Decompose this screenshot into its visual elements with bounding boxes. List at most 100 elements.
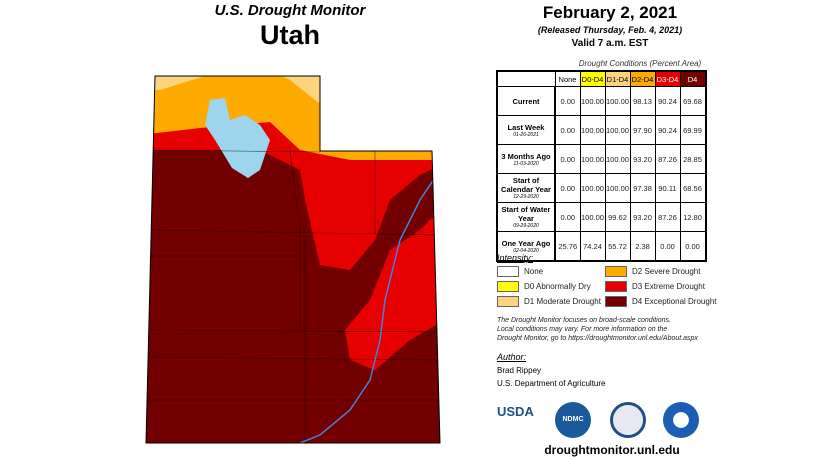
county-lines — [146, 149, 440, 440]
table-caption: Drought Conditions (Percent Area) — [578, 59, 702, 68]
table-cell: 69.68 — [679, 86, 706, 116]
table-cell: 87.26 — [654, 144, 681, 174]
table-cell: 0.00 — [679, 231, 706, 262]
table-cell: 100.00 — [579, 86, 606, 116]
row-date: 11-03-2020 — [513, 160, 539, 167]
ndmc-logo: NDMC — [555, 402, 591, 438]
legend-swatch — [605, 296, 627, 307]
table-cell: 100.00 — [604, 86, 631, 116]
column-header: D4 — [679, 70, 706, 87]
row-label: Start of Calendar Year — [501, 176, 551, 194]
legend-swatch — [497, 281, 519, 292]
table-cell: 97.38 — [629, 173, 656, 203]
table-cell: 87.26 — [654, 202, 681, 232]
website-url[interactable]: droughtmonitor.unl.edu — [544, 443, 680, 457]
column-header: D1-D4 — [604, 70, 631, 87]
table-row: Current 0.00 100.00 100.00 98.13 90.24 69.68 — [496, 86, 706, 116]
note-line: Drought Monitor, go to https://droughtmo… — [497, 335, 698, 342]
table-cell: 68.56 — [679, 173, 706, 203]
d3-region-east — [345, 210, 440, 370]
table-cell: 2.38 — [629, 231, 656, 262]
table-cell: 98.13 — [629, 86, 656, 116]
table-cell: 74.24 — [579, 231, 606, 262]
table-cell: 93.20 — [629, 202, 656, 232]
row-label: Start of Water Year — [501, 205, 551, 223]
table-row: One Year Ago 02-04-2020 25.76 74.24 55.72 2.3… — [496, 231, 706, 262]
legend-label: D1 Moderate Drought — [524, 297, 601, 306]
table-cell: 100.00 — [604, 115, 631, 145]
table-cell: 0.00 — [554, 115, 581, 145]
legend-swatch — [497, 296, 519, 307]
table-cell: 69.99 — [679, 115, 706, 145]
row-date: 09-29-2020 — [513, 223, 539, 229]
doc-logo — [610, 402, 646, 438]
author-title: Author: — [497, 352, 527, 362]
legend-item: D0 Abnormally Dry — [497, 281, 591, 292]
row-label: 3 Months Ago — [501, 151, 551, 161]
legend-label: D3 Extreme Drought — [632, 282, 705, 291]
usda-logo: USDA — [497, 404, 534, 419]
row-date: 12-29-2020 — [513, 194, 539, 200]
author-org: U.S. Department of Agriculture — [497, 379, 606, 388]
legend-title: Intensity: — [497, 253, 534, 263]
utah-drought-map — [145, 75, 441, 444]
column-header: D2-D4 — [629, 70, 656, 87]
map-title: U.S. Drought Monitor — [214, 2, 366, 19]
table-cell: 0.00 — [554, 86, 581, 116]
legend-label: D4 Exceptional Drought — [632, 297, 717, 306]
state-outline — [145, 75, 441, 444]
legend-label: D2 Severe Drought — [632, 267, 701, 276]
table-cell: 90.11 — [654, 173, 681, 203]
note-line: The Drought Monitor focuses on broad-sca… — [497, 317, 671, 324]
table-cell: 55.72 — [604, 231, 631, 262]
table-cell: 0.00 — [554, 144, 581, 174]
table-cell: 100.00 — [579, 144, 606, 174]
table-row: 3 Months Ago 11-03-2020 0.00 100.00 100.00 93… — [496, 144, 706, 174]
table-cell: 93.20 — [629, 144, 656, 174]
noaa-logo — [663, 402, 699, 438]
column-header: None — [554, 70, 581, 87]
legend-item: D2 Severe Drought — [605, 266, 700, 277]
legend-item: D1 Moderate Drought — [497, 296, 601, 307]
table-cell: 25.76 — [554, 231, 581, 262]
table-cell: 90.24 — [654, 86, 681, 116]
great-salt-lake — [205, 98, 270, 178]
map-date: February 2, 2021 — [542, 3, 678, 22]
legend-item: None — [497, 266, 543, 277]
note-line: Local conditions may vary. For more info… — [497, 326, 668, 333]
table-cell: 90.24 — [654, 115, 681, 145]
drought-stats-table: None D0-D4 D1-D4 D2-D4 D3-D4 D4 Current 0.00 100… — [496, 70, 707, 262]
row-date: 01-26-2021 — [513, 131, 539, 138]
state-name: Utah — [260, 20, 320, 50]
table-cell: 100.00 — [604, 173, 631, 203]
table-cell: 100.00 — [604, 144, 631, 174]
legend-swatch — [497, 266, 519, 277]
legend-item: D3 Extreme Drought — [605, 281, 705, 292]
table-row: Last Week 01-26-2021 0.00 100.00 100.00 97.90… — [496, 115, 706, 145]
row-label: One Year Ago — [501, 238, 551, 248]
table-cell: 28.85 — [679, 144, 706, 174]
table-cell: 97.90 — [629, 115, 656, 145]
author-name: Brad Rippey — [497, 366, 542, 375]
table-cell: 100.00 — [579, 173, 606, 203]
legend-label: None — [524, 267, 544, 276]
valid-time: Valid 7 a.m. EST — [571, 38, 649, 49]
table-cell: 100.00 — [579, 202, 606, 232]
row-label: Last Week — [507, 122, 545, 132]
d2-region — [146, 76, 440, 160]
legend-swatch — [605, 281, 627, 292]
table-cell: 0.00 — [554, 173, 581, 203]
legend-item: D4 Exceptional Drought — [605, 296, 717, 307]
table-row: Start of Calendar Year 12-29-2020 0.00 100.… — [496, 173, 706, 203]
table-row: Start of Water Year 09-29-2020 0.00 100.00 9… — [496, 202, 706, 232]
row-label: Current — [512, 96, 540, 106]
column-header: D3-D4 — [654, 70, 681, 87]
table-cell: 12.80 — [679, 202, 706, 232]
colorado-river — [299, 169, 440, 443]
table-cell: 100.00 — [579, 115, 606, 145]
legend-swatch — [605, 266, 627, 277]
note: The Drought Monitor focuses on broad-sca… — [497, 316, 698, 343]
legend-label: D0 Abnormally Dry — [524, 282, 591, 291]
release-date: (Released Thursday, Feb. 4, 2021) — [537, 25, 683, 35]
column-header: D0-D4 — [579, 70, 606, 87]
